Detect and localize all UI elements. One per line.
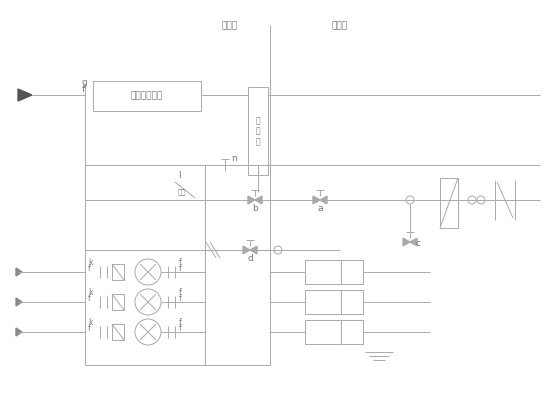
Text: f: f bbox=[88, 294, 91, 303]
Text: f: f bbox=[82, 85, 85, 94]
Text: f: f bbox=[88, 324, 91, 333]
Bar bbox=[93, 81, 201, 111]
Text: f: f bbox=[179, 258, 182, 267]
Bar bbox=[305, 290, 363, 314]
Polygon shape bbox=[248, 196, 255, 204]
Text: f: f bbox=[88, 264, 91, 273]
Polygon shape bbox=[410, 238, 417, 246]
Bar bbox=[305, 260, 363, 284]
Bar bbox=[112, 264, 124, 280]
Polygon shape bbox=[320, 196, 327, 204]
Bar bbox=[305, 320, 363, 344]
Polygon shape bbox=[403, 238, 410, 246]
Text: 调风: 调风 bbox=[178, 189, 186, 195]
Polygon shape bbox=[313, 196, 320, 204]
Text: 集
气
室: 集 气 室 bbox=[256, 116, 260, 146]
Text: 清洁区: 清洁区 bbox=[222, 21, 238, 30]
Text: n: n bbox=[231, 154, 237, 163]
Bar bbox=[112, 324, 124, 340]
Bar bbox=[440, 178, 458, 228]
Text: k: k bbox=[88, 318, 92, 327]
Text: f: f bbox=[179, 288, 182, 297]
Polygon shape bbox=[16, 328, 22, 336]
Polygon shape bbox=[18, 89, 32, 101]
Text: c: c bbox=[416, 239, 421, 249]
Text: f: f bbox=[179, 324, 182, 333]
Bar bbox=[248, 87, 268, 175]
Bar bbox=[112, 294, 124, 310]
Text: f: f bbox=[179, 264, 182, 273]
Text: g: g bbox=[82, 78, 88, 87]
Text: 平时使用设备: 平时使用设备 bbox=[131, 92, 163, 100]
Text: k: k bbox=[88, 288, 92, 297]
Polygon shape bbox=[16, 298, 22, 306]
Polygon shape bbox=[255, 196, 262, 204]
Text: f: f bbox=[179, 318, 182, 327]
Polygon shape bbox=[16, 268, 22, 276]
Text: 染毒区: 染毒区 bbox=[332, 21, 348, 30]
Polygon shape bbox=[250, 246, 257, 254]
Text: k: k bbox=[88, 258, 92, 267]
Text: b: b bbox=[252, 204, 258, 213]
Text: f: f bbox=[179, 294, 182, 303]
Polygon shape bbox=[243, 246, 250, 254]
Text: a: a bbox=[318, 204, 323, 213]
Text: d: d bbox=[247, 254, 253, 263]
Text: l: l bbox=[178, 171, 181, 180]
